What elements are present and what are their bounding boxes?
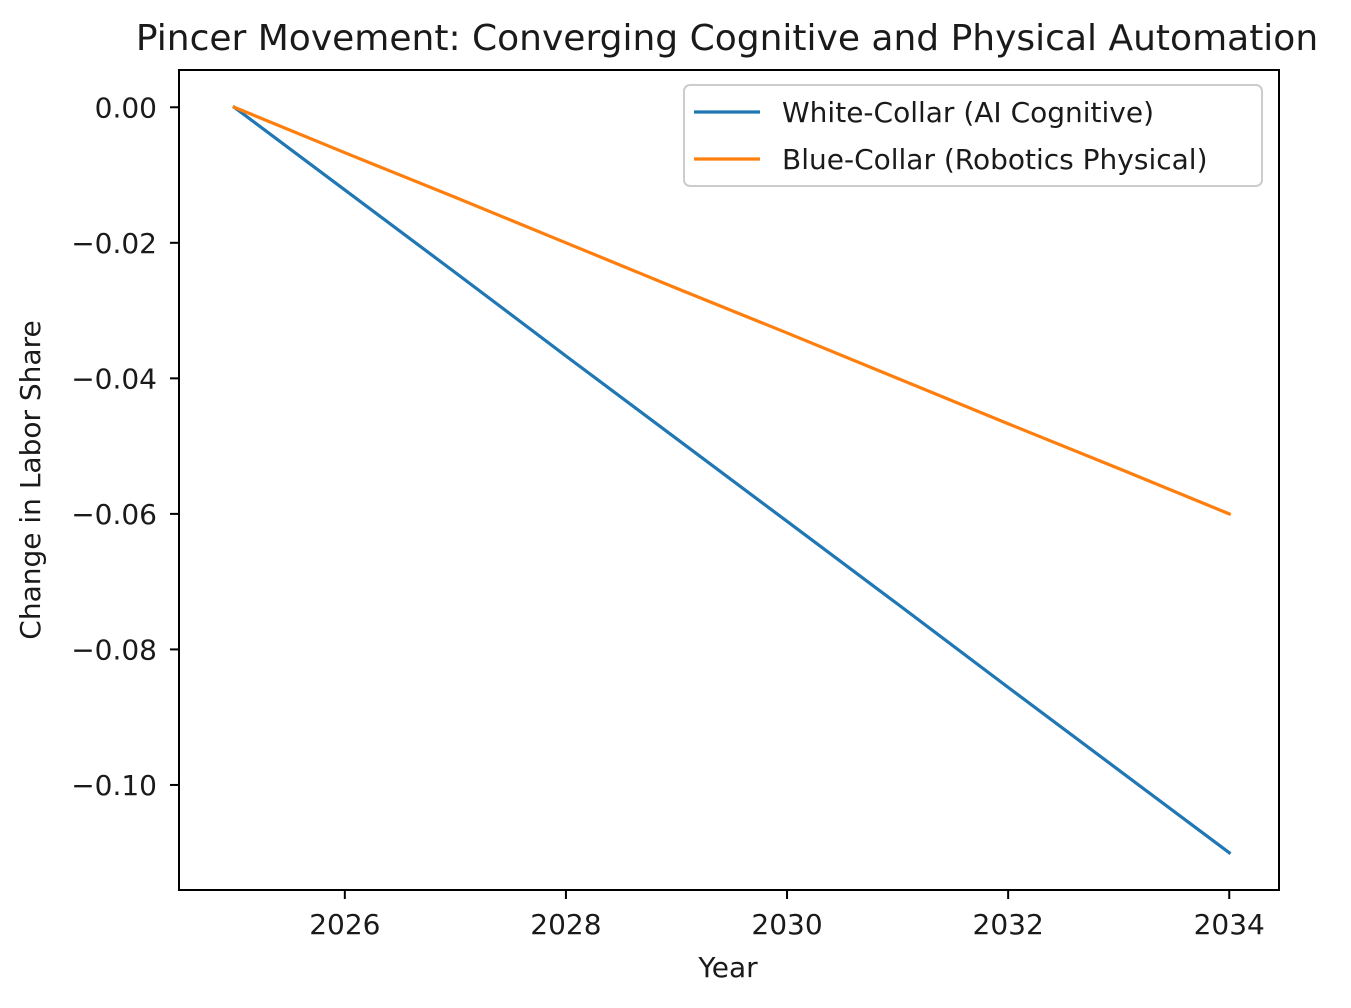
y-tick-label: −0.04 [71,362,157,395]
y-tick-label: −0.10 [71,769,157,802]
y-tick-label: −0.08 [71,633,157,666]
series-layer [232,105,1232,855]
x-axis-label: Year [697,951,758,984]
legend-label-white-collar-ai-cognitive: White-Collar (AI Cognitive) [782,96,1154,129]
legend-label-blue-collar-robotics-physical: Blue-Collar (Robotics Physical) [782,143,1208,176]
y-tick-label: 0.00 [95,91,157,124]
y-axis-label: Change in Labor Share [14,320,47,639]
x-tick-label: 2030 [751,908,822,941]
x-tick-label: 2034 [1194,908,1265,941]
y-tick-label: −0.06 [71,498,157,531]
legend-frame [683,84,1263,187]
x-tick-label: 2028 [530,908,601,941]
series-line-blue-collar-robotics-physical [232,105,1232,516]
plot-frame [178,69,1280,891]
y-tick-label: −0.02 [71,227,157,260]
legend: White-Collar (AI Cognitive) Blue-Collar (… [683,84,1263,187]
chart-title: Pincer Movement: Converging Cognitive an… [136,18,1318,59]
x-tick-label: 2026 [309,908,380,941]
x-tick-label: 2032 [973,908,1044,941]
y-axis: 0.00 −0.02 −0.04 −0.06 −0.08 −0.10 [71,91,179,802]
x-axis: 2026 2028 2030 2032 2034 [309,890,1265,941]
series-line-white-collar-ai-cognitive [232,105,1232,855]
